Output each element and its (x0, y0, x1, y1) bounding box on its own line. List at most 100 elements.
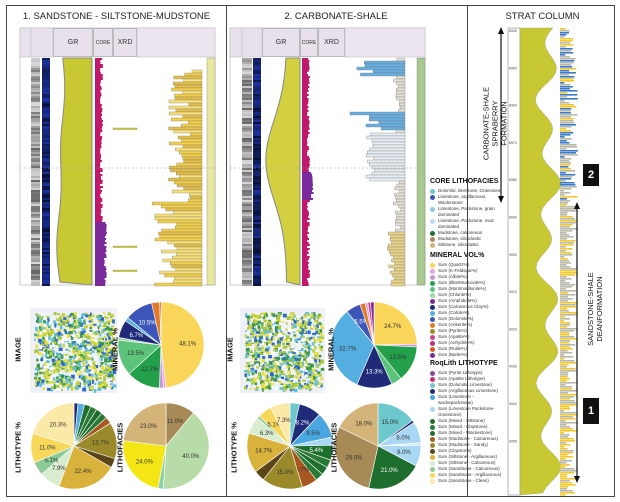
image-log-strip (31, 208, 40, 210)
image-log-strip (242, 92, 252, 94)
mineral-grain (256, 365, 259, 369)
mineral-grain (261, 331, 266, 335)
mineral-grain (269, 382, 272, 386)
mineral-grain (70, 361, 73, 366)
image-log-strip (31, 244, 40, 246)
resistivity-strip (253, 86, 261, 88)
strat-lith-bed (560, 472, 575, 474)
image-log-strip (31, 256, 40, 258)
mineral-grain (42, 320, 47, 324)
mineral-grain (97, 387, 102, 391)
pie-slice-label: 24.7% (384, 324, 402, 330)
mineral-grain (84, 375, 88, 380)
image-log-strip (31, 268, 40, 270)
mineral-grain (279, 329, 283, 333)
strat-lith-bed (560, 126, 572, 128)
mineral-grain (291, 321, 295, 324)
resistivity-strip (253, 272, 261, 274)
mineral-grain (83, 382, 87, 386)
resistivity-strip (42, 108, 50, 110)
mineral-grain (267, 364, 272, 368)
mineral-grain (44, 322, 48, 326)
mineral-grain (283, 356, 286, 361)
mineral-grain (74, 330, 77, 335)
strat-lith-bed (560, 370, 577, 372)
legend-swatch (430, 280, 435, 286)
core-density-trace (302, 134, 309, 136)
resistivity-strip (42, 228, 50, 230)
mineral-grain (282, 360, 286, 363)
resistivity-strip (253, 138, 261, 140)
mineral-grain (257, 353, 261, 358)
mineral-grain (251, 313, 255, 318)
core-density-trace (95, 246, 107, 248)
strat-lith-bed (560, 462, 567, 464)
mineral-grain (46, 360, 50, 364)
arrow-head-icon (498, 27, 504, 34)
strat-lith-bed (560, 128, 567, 130)
mineral-grain (109, 342, 112, 345)
image-log-strip (242, 202, 252, 204)
lithology-bed (395, 93, 406, 98)
core-density-trace (302, 120, 310, 122)
mineral-grain (86, 341, 91, 344)
legend-item: Sum (Sandstone - Calcareous) (430, 466, 506, 472)
mineral-grain (62, 347, 66, 352)
strat-depth-label: 9000 (509, 253, 517, 257)
mineral-grain (44, 352, 48, 354)
mineral-grain (84, 348, 89, 352)
core-density-trace (302, 198, 314, 200)
mineral-grain (34, 371, 39, 375)
mineral-grain (38, 325, 42, 330)
mineral-grain (84, 385, 87, 388)
resistivity-strip (42, 162, 50, 164)
image-log-strip (242, 88, 252, 90)
strat-lith-bed (560, 262, 572, 264)
mineral-grain (75, 370, 77, 373)
mineral-grain (314, 320, 317, 323)
strat-lith-bed (560, 120, 574, 122)
core-density-trace (302, 190, 313, 192)
mineral-grain (36, 319, 39, 323)
core-density-trace (302, 94, 309, 96)
lithology-bed (189, 192, 203, 197)
resistivity-strip (253, 144, 261, 146)
mineral-grain (256, 386, 260, 389)
legend-label: Sum (Rutile%) (438, 346, 468, 351)
mineral-grain (64, 386, 68, 389)
core-density-trace (95, 154, 102, 156)
lithology-bed (371, 138, 406, 143)
mineral-grain (320, 329, 323, 333)
pie-slice-label: 13.5% (389, 355, 407, 361)
strat-lith-bed (560, 156, 565, 158)
mineral-grain (60, 379, 63, 384)
legend-item: Sum (Quartz%) (430, 262, 506, 268)
mineral-grain (274, 364, 278, 368)
resistivity-strip (42, 214, 50, 216)
mineral-grain (90, 377, 94, 382)
strat-lith-bed (560, 28, 566, 30)
mineral-grain (100, 373, 103, 375)
mineral-grain (254, 382, 258, 386)
lithology-bed (399, 105, 406, 110)
pie-slice (373, 301, 418, 346)
mineral-grain (267, 369, 272, 373)
mineral-grain (74, 354, 77, 358)
resistivity-strip (42, 118, 50, 120)
image-log-strip (242, 66, 252, 68)
resistivity-strip (42, 138, 50, 140)
mineral-grain (105, 316, 109, 320)
mineral-grain (60, 384, 63, 386)
legend-swatch (430, 242, 435, 248)
mineral-grain (38, 341, 42, 344)
image-log-strip (242, 272, 252, 274)
strat-lith-bed (560, 256, 565, 258)
mineral-grain (255, 372, 258, 376)
strat-lith-bed (560, 252, 572, 254)
pie-slice-label: 29.0% (345, 456, 363, 462)
core-density-trace (302, 232, 309, 234)
lithology-bed (378, 120, 406, 125)
legend-label: Sum (Apatite Lithotype) (438, 376, 486, 381)
mineral-grain (58, 338, 62, 341)
mineral-grain (303, 384, 307, 388)
